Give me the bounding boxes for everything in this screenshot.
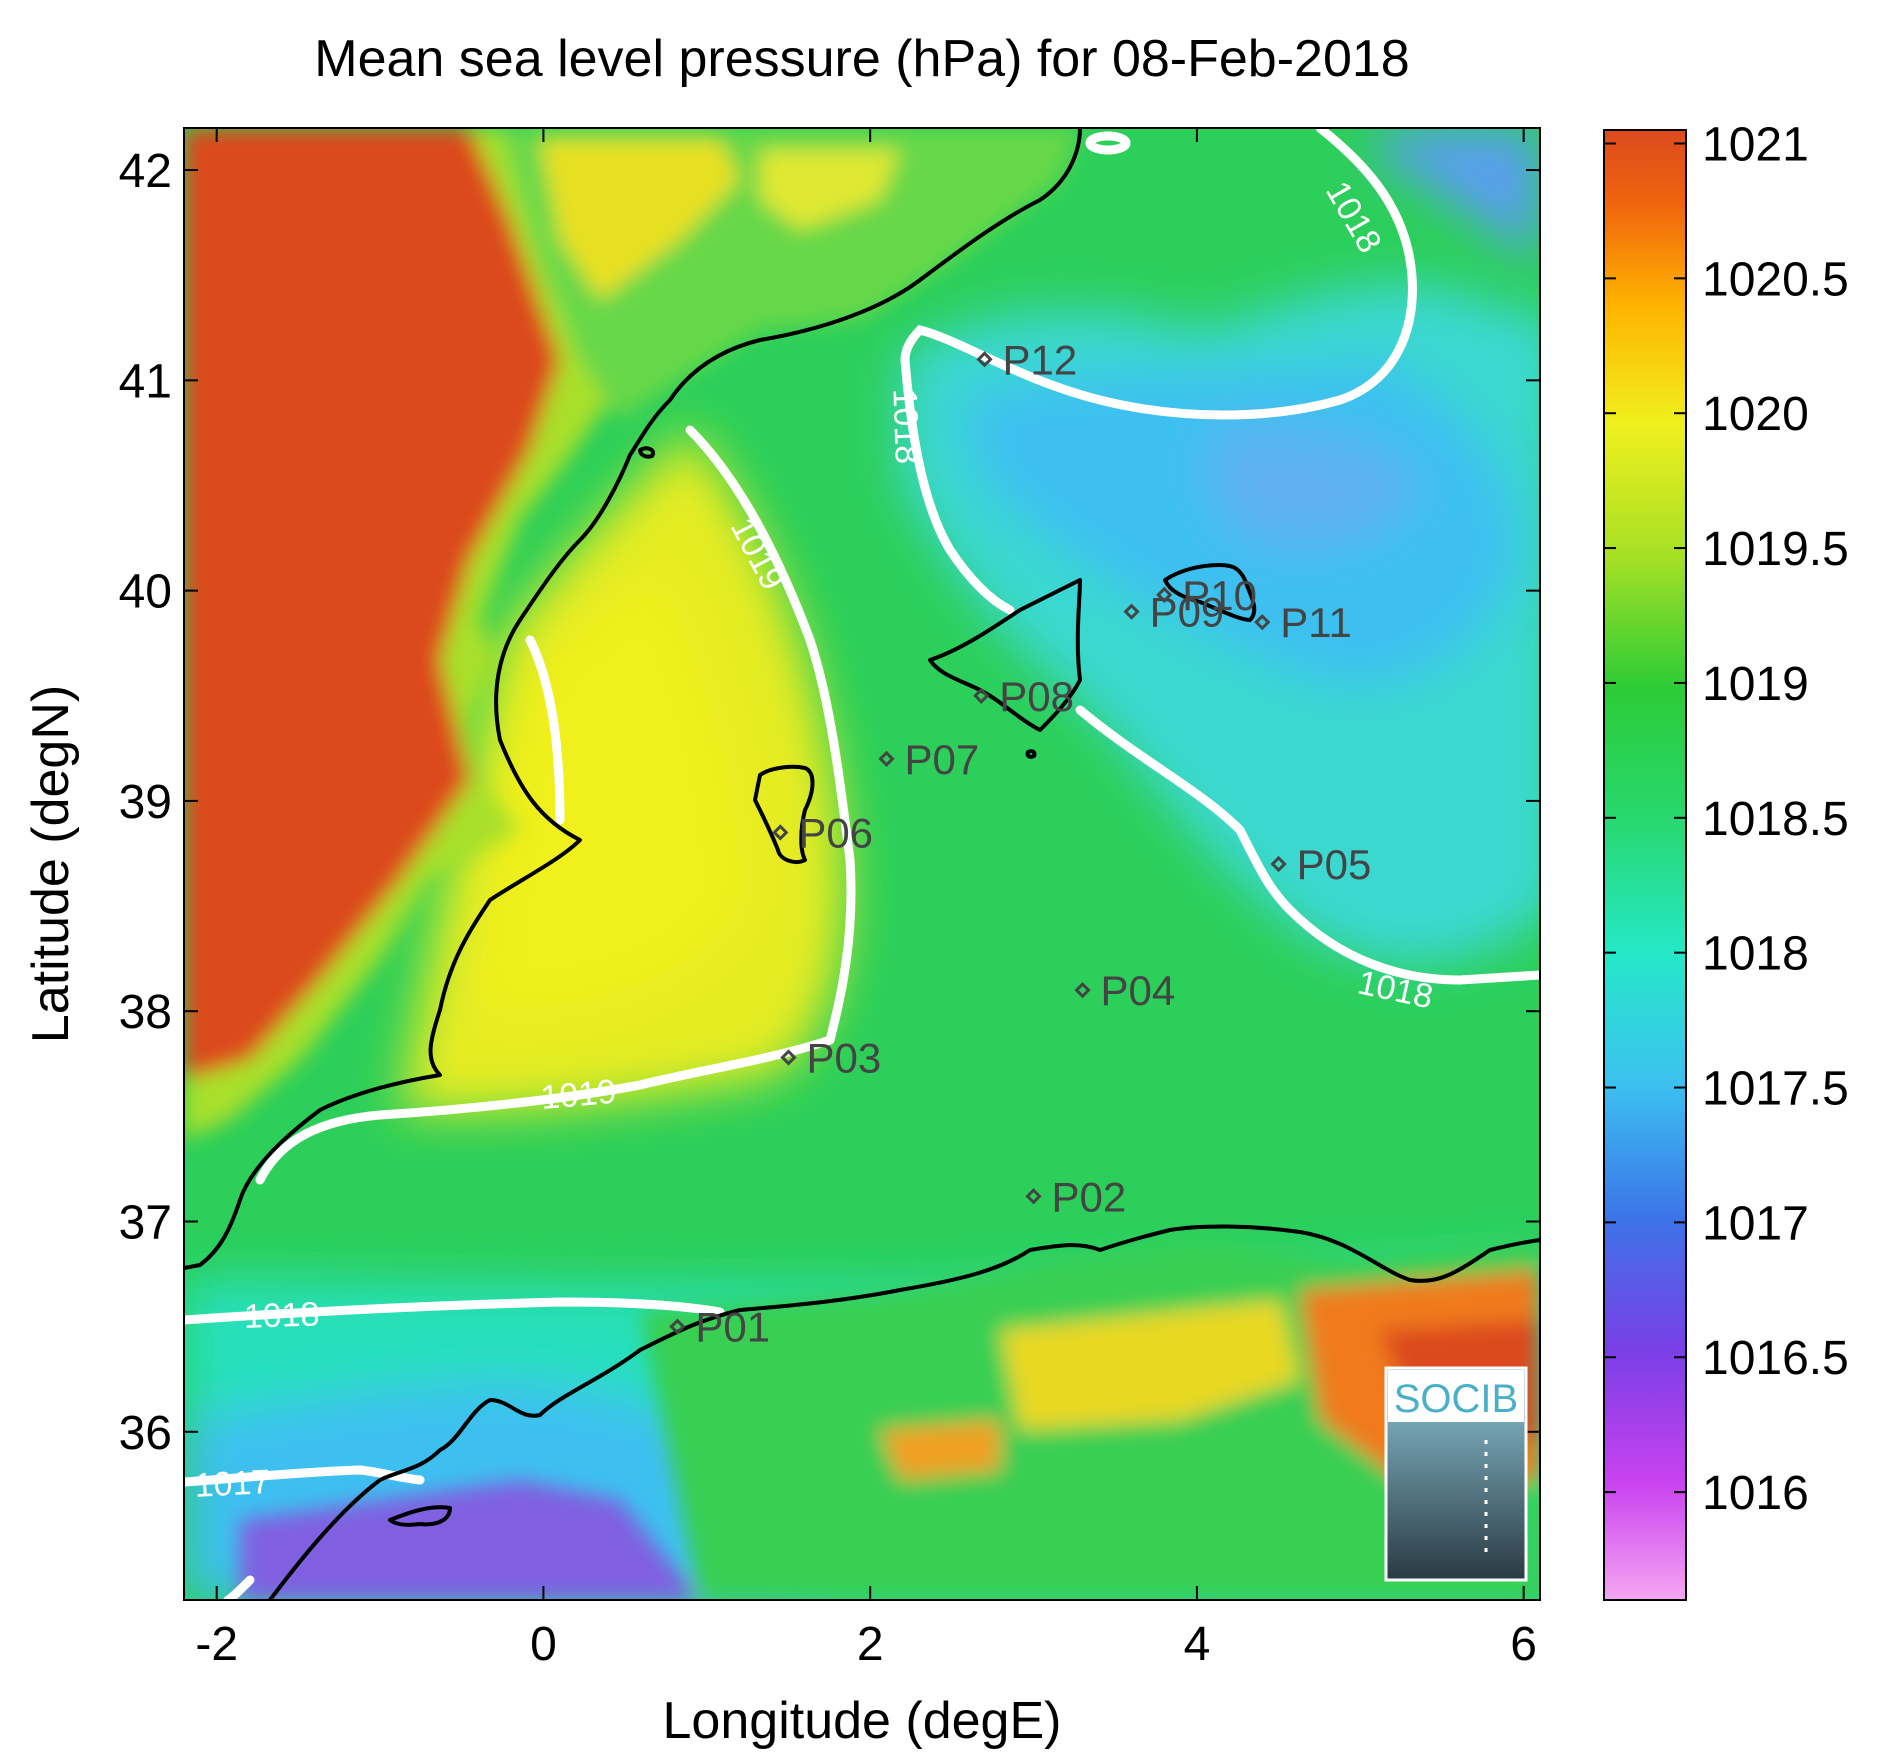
pressure-field (184, 128, 1540, 1600)
x-tick-label: 2 (857, 1618, 884, 1671)
y-tick-label: 36 (119, 1407, 172, 1460)
socib-logo-text: SOCIB (1394, 1377, 1518, 1421)
x-axis-label: Longitude (degE) (663, 1692, 1062, 1750)
station-label: P08 (999, 673, 1074, 720)
isobar-1018-north (900, 128, 1417, 420)
colorbar (1603, 129, 1687, 1601)
station-marker (1074, 982, 1091, 999)
station-label: P09 (1150, 589, 1225, 636)
alboran-islet (388, 1505, 452, 1527)
y-tick-label: 39 (119, 776, 172, 829)
station-marker (1270, 855, 1287, 873)
station-label: P07 (905, 736, 980, 783)
isobar-1019-southwest (525, 635, 565, 825)
station-marker (1123, 603, 1140, 620)
station-marker (878, 750, 895, 767)
socib-logo: SOCIB (1384, 1366, 1528, 1582)
columbretes (638, 446, 655, 459)
cabrera-coast (1025, 749, 1037, 759)
chart-title: Mean sea level pressure (hPa) for 08-Feb… (314, 30, 1409, 88)
station-label: P01 (695, 1304, 770, 1351)
plot-frame (183, 127, 1541, 1601)
isobar-label: 1017 (194, 1463, 272, 1505)
isobar-1019-west (685, 425, 856, 1045)
station-label: P12 (1003, 336, 1078, 383)
colorbar-tick-label: 1021 (1702, 118, 1809, 171)
ibiza-coast (753, 764, 815, 864)
x-tick-label: 4 (1184, 1618, 1211, 1671)
station-marker (1156, 586, 1173, 603)
x-tick-label: 0 (530, 1618, 557, 1671)
station-marker (780, 1049, 797, 1066)
station-marker (1254, 614, 1271, 631)
colorbar-tick-label: 1019 (1702, 658, 1809, 711)
station-marker (669, 1318, 686, 1335)
y-tick-label: 41 (119, 355, 172, 408)
africa-coast (268, 1224, 1540, 1600)
station-label: P04 (1101, 967, 1176, 1014)
colorbar-tick-label: 1019.5 (1702, 523, 1849, 576)
x-tick-label: 6 (1510, 1618, 1537, 1671)
station-label: P11 (1280, 599, 1352, 646)
isobar-ring (1085, 131, 1131, 155)
x-tick-label: -2 (195, 1618, 238, 1671)
colorbar-tick-label: 1016.5 (1702, 1332, 1849, 1385)
station-marker (1025, 1188, 1042, 1205)
colorbar-tick-label: 1018.5 (1702, 793, 1849, 846)
station-label: P02 (1052, 1173, 1127, 1220)
isobar-label: 1019 (539, 1073, 618, 1117)
y-tick-label: 42 (119, 145, 172, 198)
colorbar-ticks: 1016 1016.5 1017 1017.5 1018 1018.5 1019 1019.5… (1604, 118, 1849, 1520)
y-axis-ticks: 36 37 38 39 40 41 42 (119, 145, 1540, 1460)
menorca-coast (1163, 563, 1257, 622)
isobar-1018-east (1075, 705, 1540, 985)
iberia-coast (184, 128, 1082, 1270)
colorbar-tick-label: 1017.5 (1702, 1063, 1849, 1116)
station-label: P03 (806, 1034, 881, 1081)
station-label: P06 (798, 809, 873, 856)
station-label: P10 (1182, 572, 1257, 619)
isobar-1018-northwest (900, 355, 1015, 615)
colorbar-tick-label: 1020 (1702, 388, 1809, 441)
station-marker (976, 351, 993, 368)
isobar-lines (184, 128, 1540, 1600)
y-axis-label: Latitude (degN) (22, 685, 80, 1043)
station-marker (772, 824, 789, 841)
colorbar-tick-label: 1020.5 (1702, 253, 1849, 306)
y-tick-label: 38 (119, 986, 172, 1039)
isobar-1019-south (255, 1035, 835, 1185)
station-label: P05 (1297, 841, 1372, 888)
station-marker (973, 687, 990, 704)
y-tick-label: 37 (119, 1196, 172, 1249)
x-axis-ticks: -2 0 2 4 6 (195, 128, 1537, 1671)
isobar-1018-south (184, 1297, 725, 1325)
isobar-label: 1018 (885, 388, 926, 465)
isobar-label: 1018 (243, 1295, 320, 1336)
colorbar-tick-label: 1018 (1702, 928, 1809, 981)
y-tick-label: 40 (119, 566, 172, 619)
colorbar-tick-label: 1016 (1702, 1467, 1809, 1520)
colorbar-tick-label: 1017 (1702, 1197, 1809, 1250)
